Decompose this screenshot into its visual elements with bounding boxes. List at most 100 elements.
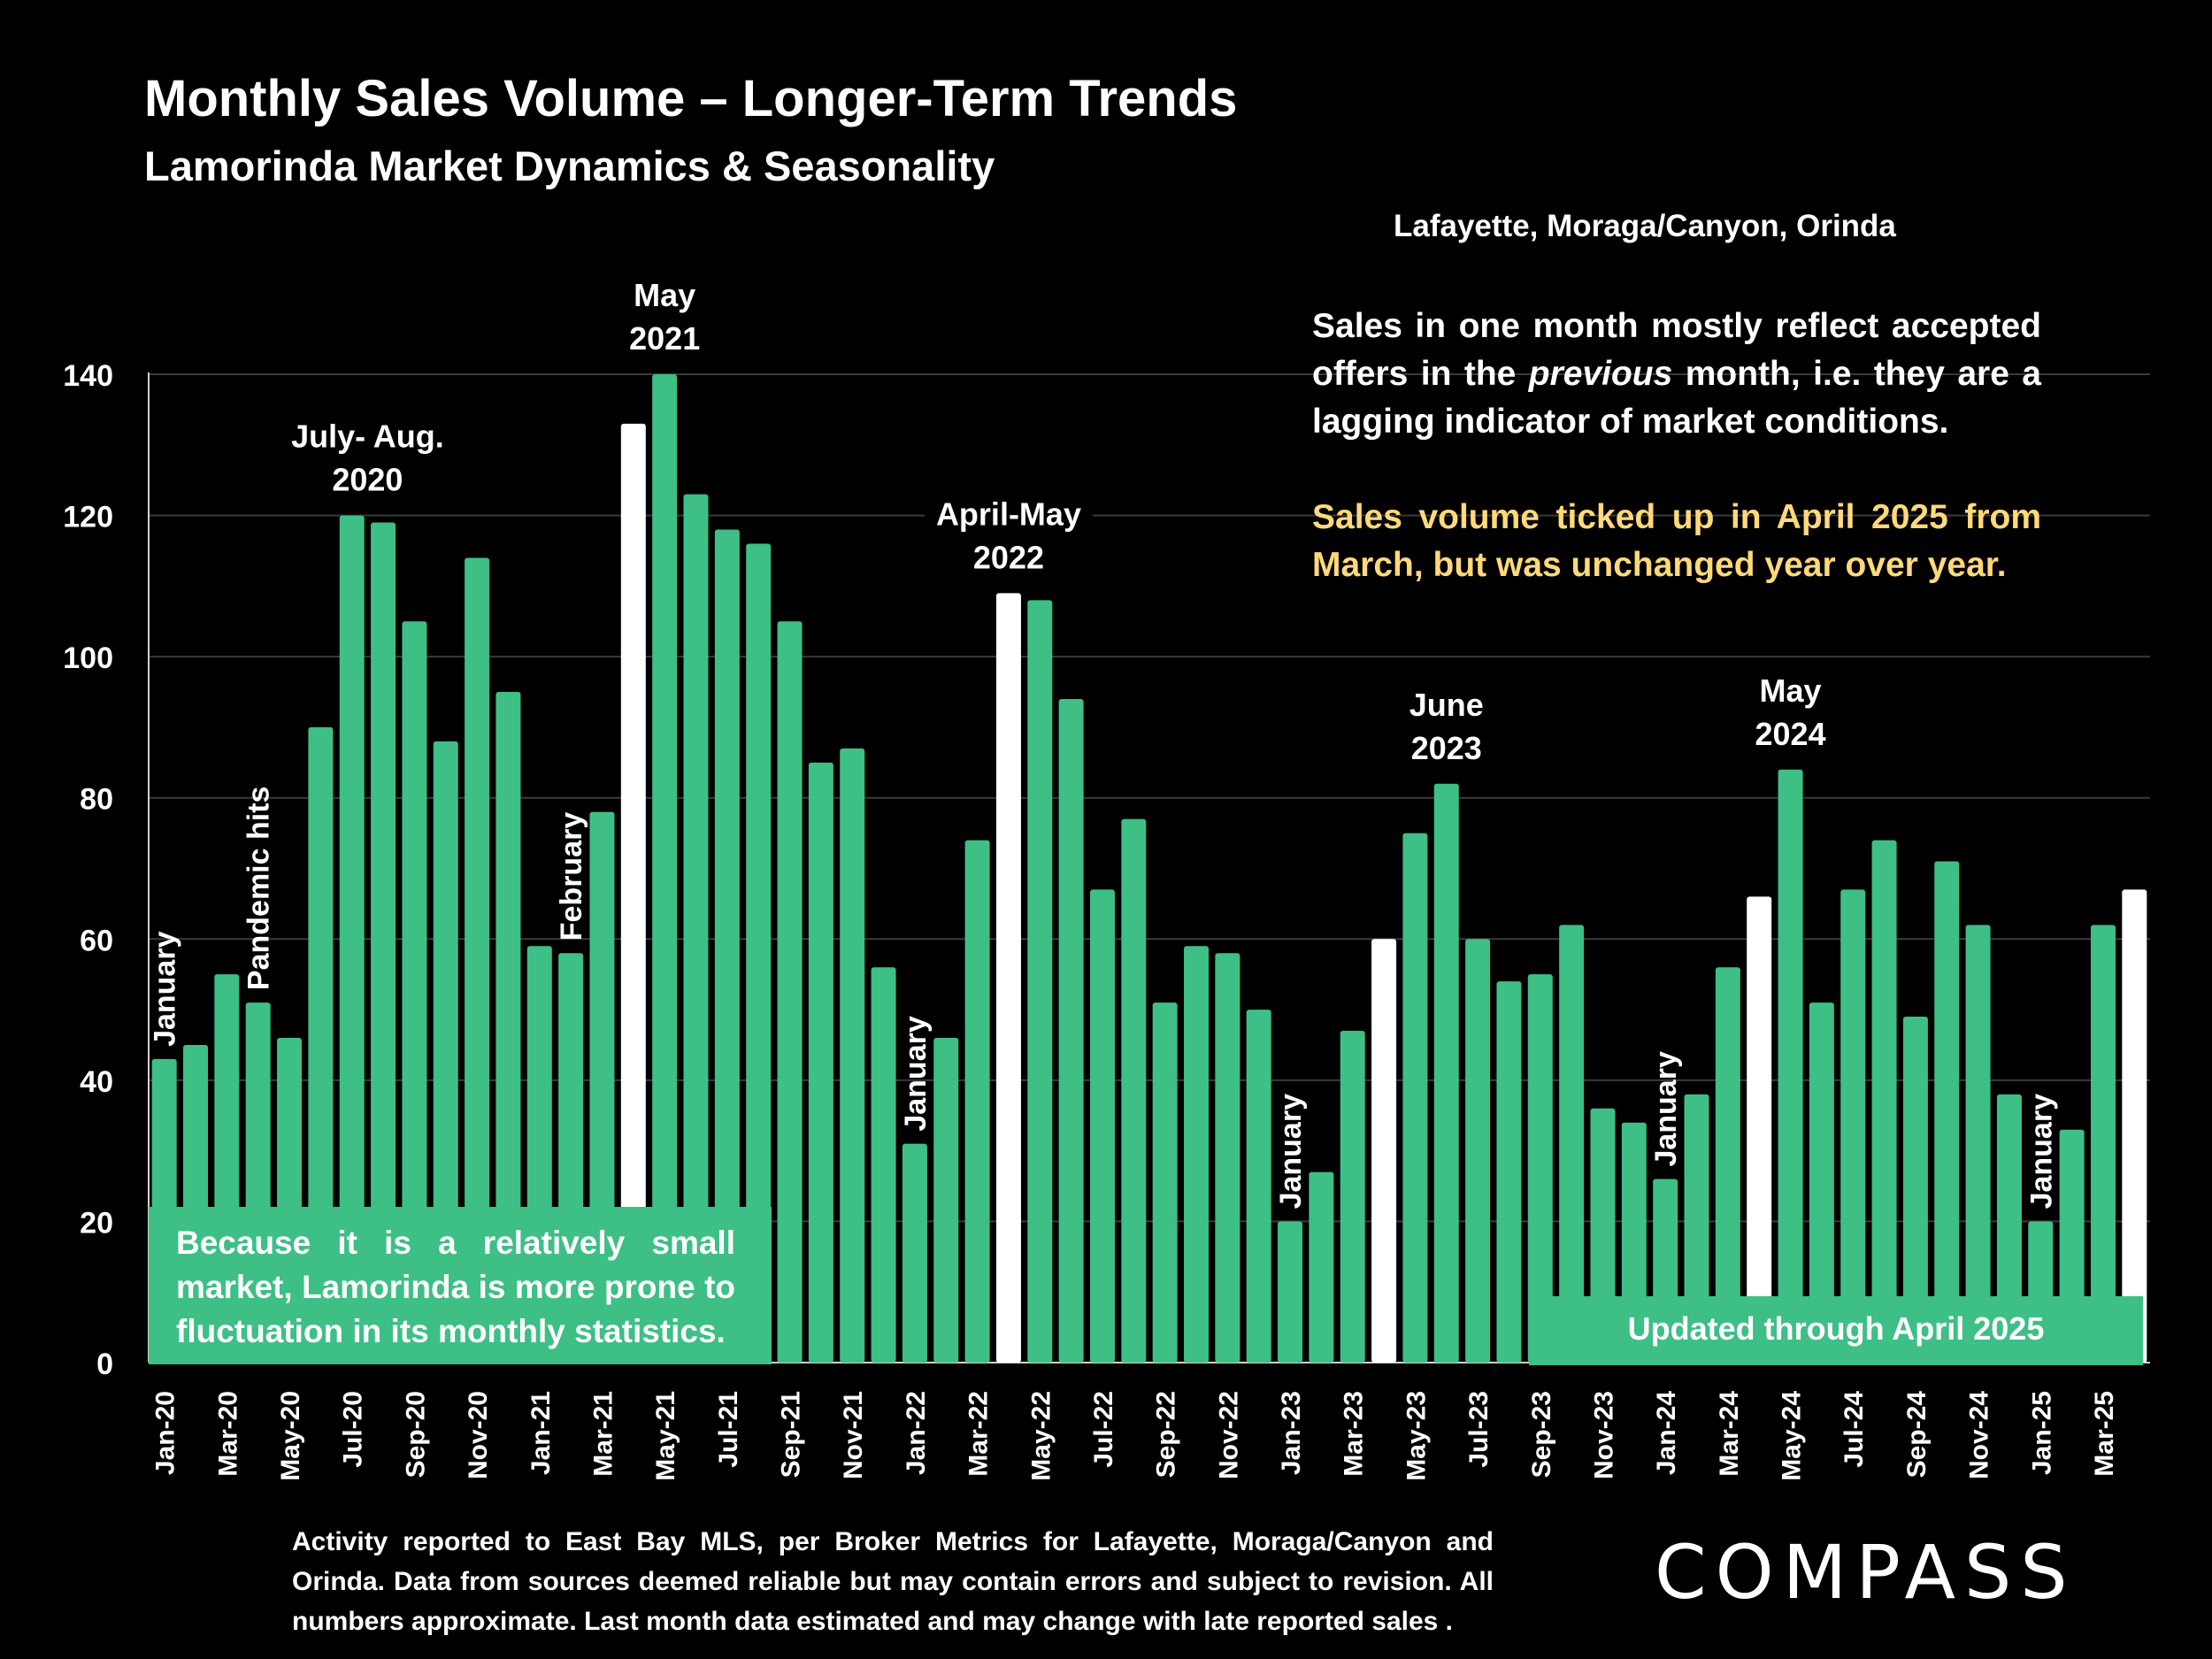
bar xyxy=(746,543,772,1363)
annotation-year-label: 2024 xyxy=(1755,716,1826,752)
annotation-label: February xyxy=(555,812,588,941)
y-tick-label: 120 xyxy=(63,501,113,534)
x-tick-label: May-20 xyxy=(276,1391,305,1481)
small-market-callout-text: Because it is a relatively small market,… xyxy=(176,1225,735,1349)
annotation-year-label: 2020 xyxy=(332,462,403,498)
bar xyxy=(995,593,1021,1363)
bar xyxy=(1778,769,1803,1363)
x-tick-label: Sep-22 xyxy=(1152,1391,1181,1478)
x-tick-label: May-22 xyxy=(1026,1391,1056,1481)
x-tick-label: Mar-24 xyxy=(1715,1391,1744,1477)
x-tick-label: Mar-25 xyxy=(2090,1391,2119,1477)
bar xyxy=(683,494,709,1363)
bar xyxy=(1965,925,1991,1363)
bar xyxy=(1715,967,1740,1363)
x-tick-label: Jul-20 xyxy=(339,1391,368,1468)
annotation-label: May xyxy=(634,277,695,313)
x-tick-label: Nov-24 xyxy=(1965,1391,1994,1479)
bar xyxy=(339,515,365,1363)
small-market-callout: Because it is a relatively small market,… xyxy=(149,1207,772,1364)
x-tick-label: Jan-23 xyxy=(1277,1391,1306,1475)
bar xyxy=(1527,974,1553,1363)
x-tick-label: Nov-21 xyxy=(839,1391,868,1479)
bar xyxy=(871,967,896,1363)
bar xyxy=(2122,889,2147,1363)
bar xyxy=(1871,840,1897,1363)
bar xyxy=(714,529,740,1363)
y-tick-label: 40 xyxy=(80,1065,113,1099)
updated-through-callout: Updated through April 2025 xyxy=(1529,1296,2143,1365)
annotation-label: Pandemic hits xyxy=(242,787,276,991)
annotation-year-label: 2021 xyxy=(629,320,700,357)
annotation-label: April-May xyxy=(936,495,1081,532)
annotation-label: May xyxy=(1760,672,1822,709)
bar xyxy=(933,1037,959,1363)
annotation-backing xyxy=(924,491,1093,584)
bar xyxy=(1246,1010,1271,1363)
annotation-label: June xyxy=(1409,687,1484,723)
bar xyxy=(1027,600,1053,1363)
bar xyxy=(1934,861,1960,1363)
bar xyxy=(652,374,678,1363)
note-text-end: month, i.e. they are a lagging indicator… xyxy=(1312,355,2041,441)
source-footnote: Activity reported to East Bay MLS, per B… xyxy=(292,1527,1494,1636)
bar xyxy=(495,692,521,1363)
y-tick-label: 0 xyxy=(96,1348,113,1381)
compass-logo: COMPASS xyxy=(1655,1529,2077,1616)
bar xyxy=(902,1143,927,1363)
annotation-label: January xyxy=(149,931,182,1046)
x-tick-label: May-24 xyxy=(1778,1391,1807,1481)
x-tick-label: May-21 xyxy=(651,1391,680,1481)
bar xyxy=(620,423,646,1363)
bar xyxy=(1184,946,1210,1363)
bar xyxy=(1058,699,1084,1363)
bar xyxy=(465,557,490,1363)
x-tick-label: Jul-23 xyxy=(1464,1391,1494,1468)
bar xyxy=(1152,1002,1178,1363)
bar xyxy=(777,621,803,1363)
annotation-label: January xyxy=(1649,1051,1683,1166)
x-tick-label: Jul-22 xyxy=(1089,1391,1118,1468)
bar xyxy=(1215,953,1240,1363)
annotation-backing xyxy=(1706,667,1875,760)
bar xyxy=(308,726,334,1363)
bar xyxy=(964,840,990,1363)
note-text-start: Sales in one month mostly reflect accept… xyxy=(1312,307,2041,393)
x-tick-label: Mar-21 xyxy=(588,1391,618,1477)
x-tick-label: Jan-25 xyxy=(2027,1391,2056,1475)
bar xyxy=(1089,889,1115,1363)
note-text-italic: previous xyxy=(1528,355,1673,393)
bar xyxy=(1309,1171,1334,1363)
explanation-note: Sales in one month mostly reflect accept… xyxy=(1312,303,2041,589)
bar xyxy=(1684,1094,1709,1363)
lagging-indicator-note: Sales in one month mostly reflect accept… xyxy=(1312,303,2041,446)
annotation-year-label: 2022 xyxy=(973,539,1044,575)
annotation-label: January xyxy=(2024,1094,2058,1209)
bar xyxy=(1433,783,1459,1363)
bar xyxy=(1902,1017,1928,1363)
bar xyxy=(1278,1221,1303,1363)
bar xyxy=(808,762,833,1363)
bar xyxy=(1559,925,1585,1363)
bar xyxy=(1840,889,1866,1363)
bar xyxy=(402,621,427,1363)
bar xyxy=(2090,925,2116,1363)
bar xyxy=(1809,1002,1834,1363)
x-tick-label: Sep-20 xyxy=(401,1391,430,1478)
bar xyxy=(371,522,396,1363)
x-tick-label: Jan-24 xyxy=(1652,1391,1681,1475)
x-tick-label: Nov-22 xyxy=(1214,1391,1243,1479)
annotation-label: July- Aug. xyxy=(291,419,444,455)
highlight-note: Sales volume ticked up in April 2025 fro… xyxy=(1312,498,2041,584)
x-tick-label: Sep-24 xyxy=(1902,1391,1932,1479)
annotation-year-label: 2023 xyxy=(1411,730,1482,766)
x-tick-label: Sep-21 xyxy=(777,1391,806,1478)
y-tick-label: 60 xyxy=(80,924,113,957)
bar xyxy=(1465,939,1491,1363)
region-label: Lafayette, Moraga/Canyon, Orinda xyxy=(1394,209,1896,243)
bar xyxy=(1747,896,1772,1363)
x-tick-label: Mar-22 xyxy=(964,1391,994,1477)
x-tick-label: Jul-24 xyxy=(1839,1391,1869,1468)
